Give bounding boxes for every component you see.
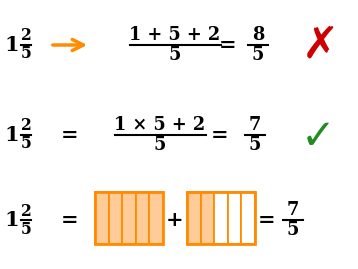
Text: ✗: ✗ [301, 23, 339, 66]
Bar [95, 192, 108, 244]
Text: 1 + 5 + 2: 1 + 5 + 2 [129, 26, 221, 44]
Text: =: = [61, 210, 79, 230]
Bar [95, 192, 163, 244]
Bar [187, 192, 200, 244]
Bar [214, 192, 228, 244]
Text: 5: 5 [249, 136, 261, 154]
Text: 5: 5 [21, 221, 32, 238]
Text: =: = [61, 125, 79, 145]
Text: 7: 7 [287, 201, 299, 219]
Text: 2: 2 [21, 203, 32, 220]
Text: 2: 2 [21, 118, 32, 134]
Text: 5: 5 [252, 46, 264, 64]
Text: 1: 1 [5, 35, 19, 55]
Text: ✓: ✓ [301, 116, 335, 158]
Bar [149, 192, 163, 244]
Bar [241, 192, 255, 244]
Bar [108, 192, 122, 244]
Text: 5: 5 [154, 136, 166, 154]
Text: =: = [219, 35, 237, 55]
Bar [228, 192, 241, 244]
Bar [136, 192, 149, 244]
Text: 1 × 5 + 2: 1 × 5 + 2 [114, 116, 205, 134]
Text: 5: 5 [21, 136, 32, 153]
Text: 5: 5 [169, 46, 181, 64]
Text: 2: 2 [21, 27, 32, 44]
Bar [187, 192, 255, 244]
Text: 1: 1 [5, 125, 19, 145]
Bar [200, 192, 214, 244]
Bar [122, 192, 136, 244]
Text: =: = [211, 125, 229, 145]
Text: =: = [258, 210, 276, 230]
Text: 7: 7 [249, 116, 261, 134]
Text: 8: 8 [252, 26, 264, 44]
Text: +: + [166, 210, 184, 230]
Text: 5: 5 [287, 221, 299, 239]
Text: 5: 5 [21, 45, 32, 62]
Text: 1: 1 [5, 210, 19, 230]
